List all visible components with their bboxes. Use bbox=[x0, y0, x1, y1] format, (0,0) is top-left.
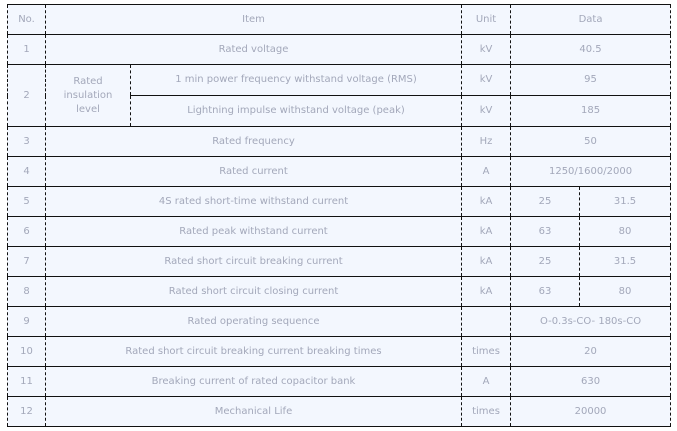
header-data: Data bbox=[510, 4, 672, 35]
row-item: Rated operating sequence bbox=[44, 306, 463, 337]
row-data: 95 bbox=[510, 64, 672, 96]
header-unit: Unit bbox=[461, 4, 512, 35]
row-data-a: 25 bbox=[510, 246, 581, 277]
row-data: O-0.3s-CO- 180s-CO bbox=[510, 306, 672, 337]
row-item: Rated short circuit breaking current bre… bbox=[44, 336, 463, 367]
row-item: Breaking current of rated copacitor bank bbox=[44, 366, 463, 397]
row-no: 8 bbox=[7, 276, 46, 307]
row-item: Rated short circuit breaking current bbox=[44, 246, 463, 277]
table-row: 1 Rated voltage kV 40.5 bbox=[7, 34, 672, 65]
header-item: Item bbox=[44, 4, 463, 35]
row-no: 5 bbox=[7, 186, 46, 217]
table-row: Lightning impulse withstand voltage (pea… bbox=[8, 95, 672, 127]
row-unit: A bbox=[461, 366, 512, 397]
row-unit: kA bbox=[461, 276, 512, 307]
row-data-a: 25 bbox=[510, 186, 581, 217]
row-no: 9 bbox=[7, 306, 46, 337]
row-data: 40.5 bbox=[510, 34, 672, 65]
row-no: 6 bbox=[7, 216, 46, 247]
row-data-b: 80 bbox=[579, 216, 672, 247]
row-unit: kA bbox=[461, 216, 512, 247]
row-unit bbox=[461, 306, 512, 337]
table-row: 10 Rated short circuit breaking current … bbox=[7, 336, 672, 367]
row-unit: times bbox=[461, 396, 512, 427]
table-row: 2 Rated insulation level 1 min power fre… bbox=[7, 64, 672, 127]
row-unit: A bbox=[461, 156, 512, 187]
row-unit: kV bbox=[461, 95, 512, 127]
row-data: 630 bbox=[510, 366, 672, 397]
table-row: 9 Rated operating sequence O-0.3s-CO- 18… bbox=[7, 306, 672, 337]
table-row: 11 Breaking current of rated copacitor b… bbox=[7, 366, 672, 397]
row-data-b: 80 bbox=[579, 276, 672, 307]
table-row: 12 Mechanical Life times 20000 bbox=[7, 396, 672, 427]
row-item: Mechanical Life bbox=[44, 396, 463, 427]
row-data-a: 63 bbox=[510, 276, 581, 307]
row-unit: kV bbox=[461, 64, 512, 96]
table-row: 7 Rated short circuit breaking current k… bbox=[7, 246, 672, 277]
row-no: 2 bbox=[7, 64, 46, 127]
row-item: Rated voltage bbox=[44, 34, 463, 65]
table-row: 6 Rated peak withstand current kA 63 80 bbox=[7, 216, 672, 247]
row-unit: kA bbox=[461, 246, 512, 277]
row-item: 4S rated short-time withstand current bbox=[44, 186, 463, 217]
row-no: 11 bbox=[7, 366, 46, 397]
table-row: 5 4S rated short-time withstand current … bbox=[7, 186, 672, 217]
row-item: Rated peak withstand current bbox=[44, 216, 463, 247]
specifications-table: No. Item Unit Data 1 Rated voltage kV 40… bbox=[7, 4, 672, 427]
row-item: Rated short circuit closing current bbox=[44, 276, 463, 307]
row-no: 3 bbox=[7, 126, 46, 157]
row-unit: times bbox=[461, 336, 512, 367]
row-data: 1250/1600/2000 bbox=[510, 156, 672, 187]
row-no: 4 bbox=[7, 156, 46, 187]
row-item: Rated current bbox=[44, 156, 463, 187]
row-no: 12 bbox=[7, 396, 46, 427]
row-data: 20 bbox=[510, 336, 672, 367]
row-data: 50 bbox=[510, 126, 672, 157]
row-item: Rated frequency bbox=[44, 126, 463, 157]
row-data-a: 63 bbox=[510, 216, 581, 247]
table-row: 4 Rated current A 1250/1600/2000 bbox=[7, 156, 672, 187]
row-data-b: 31.5 bbox=[579, 186, 672, 217]
row-data-b: 31.5 bbox=[579, 246, 672, 277]
row-no: 10 bbox=[7, 336, 46, 367]
row-unit: Hz bbox=[461, 126, 512, 157]
row-data: 20000 bbox=[510, 396, 672, 427]
table-row: 8 Rated short circuit closing current kA… bbox=[7, 276, 672, 307]
row-item: Lightning impulse withstand voltage (pea… bbox=[129, 95, 463, 127]
header-no: No. bbox=[7, 4, 46, 35]
row-no: 7 bbox=[7, 246, 46, 277]
row-data: 185 bbox=[510, 95, 672, 127]
table-row: 3 Rated frequency Hz 50 bbox=[7, 126, 672, 157]
header-row: No. Item Unit Data bbox=[7, 4, 672, 35]
row-unit: kA bbox=[461, 186, 512, 217]
row-item: 1 min power frequency withstand voltage … bbox=[129, 64, 463, 96]
row-no: 1 bbox=[7, 34, 46, 65]
row-group: Rated insulation level bbox=[45, 64, 131, 127]
row-unit: kV bbox=[461, 34, 512, 65]
